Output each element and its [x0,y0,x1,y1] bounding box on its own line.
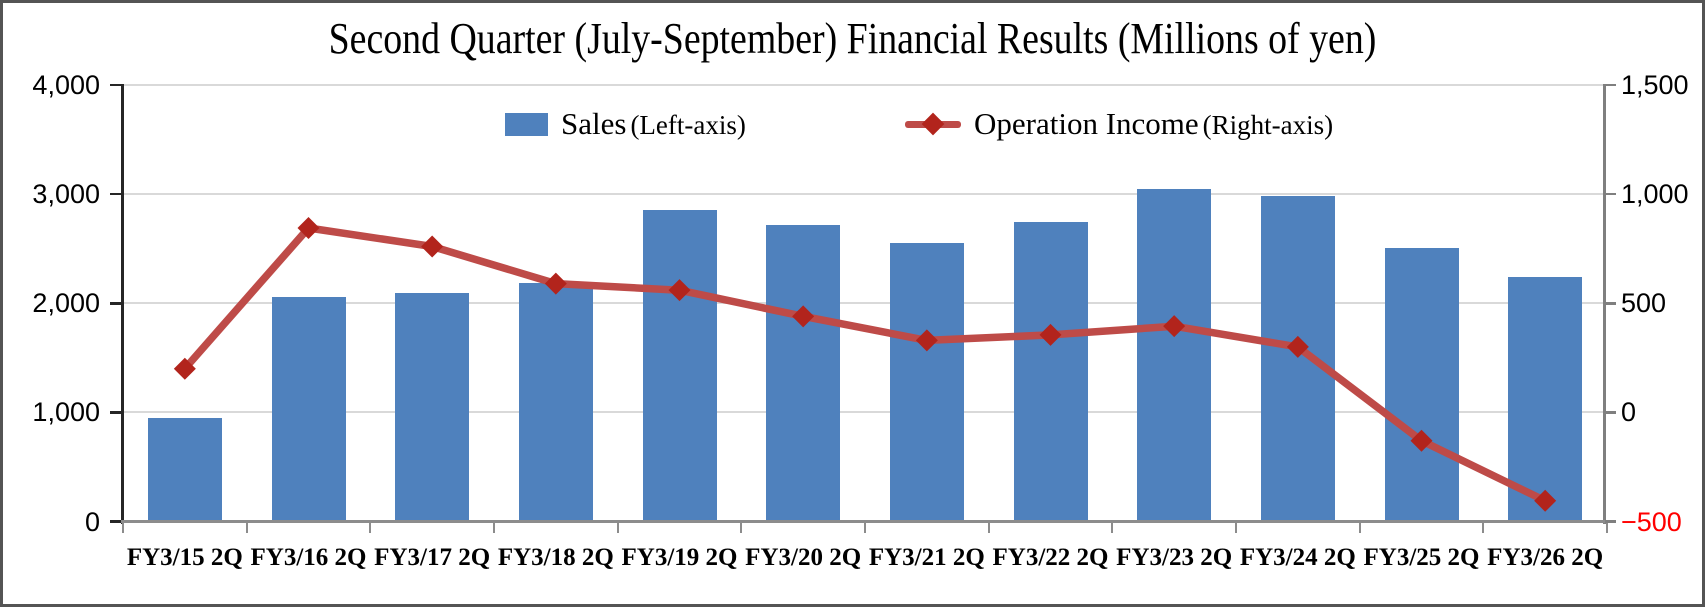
sales-bar [766,225,841,522]
category-boundary-tick [616,523,619,533]
x-axis-category-label: FY3/26 2Q [1487,544,1604,571]
sales-bar [642,210,717,522]
right-axis-tick [1605,411,1616,414]
right-axis-tick-label: 1,500 [1621,70,1689,100]
left-axis-tick-label: 1,000 [32,397,100,428]
category-boundary-tick [1482,523,1485,533]
category-boundary-tick [864,523,866,533]
legend-entry-sales: Sales (Left-axis) [505,101,746,147]
right-axis-tick-label: 500 [1621,288,1667,319]
sales-legend-name: Sales [561,106,627,141]
left-axis-tick [110,83,121,87]
sales-bar [518,283,593,522]
category-boundary-tick [1606,523,1608,533]
x-axis-category-label: FY3/17 2Q [374,544,491,571]
left-axis-tick [110,520,121,523]
x-axis-line [111,520,1613,523]
left-axis-tick [110,302,121,305]
right-axis-tick-label: −500 [1621,506,1682,537]
category-boundary-tick [1111,523,1114,533]
category-boundary-tick [369,523,372,533]
operation-income-marker [297,216,320,239]
operation-income-line [181,224,1549,505]
right-axis-tick [1605,83,1616,87]
left-axis-tick-label: 0 [84,506,100,537]
legend-entry-operation-income: Operation Income (Right-axis) [905,101,1333,147]
left-axis-line [121,84,124,524]
right-axis-line [1603,84,1606,524]
x-axis-category-label: FY3/21 2Q [868,544,985,571]
x-axis-category-label: FY3/15 2Q [126,544,243,571]
operation-income-marker [173,357,196,380]
sales-bar [1260,196,1335,522]
legend-diamond-icon [921,112,945,136]
sales-bar [1508,277,1583,522]
right-axis-tick-label: 1,000 [1621,179,1689,210]
category-boundary-tick [122,523,124,533]
x-axis-category-label: FY3/20 2Q [745,544,862,571]
sales-bar [395,293,470,522]
left-axis-tick-label: 4,000 [32,70,100,100]
operation-income-legend-label: Operation Income (Right-axis) [974,106,1333,142]
sales-legend-label: Sales (Left-axis) [561,106,746,142]
category-boundary-tick [493,523,495,533]
x-axis-category-label: FY3/16 2Q [250,544,367,571]
category-boundary-tick [245,523,248,533]
operation-income-legend-name: Operation Income [974,106,1199,141]
sales-bar [271,296,346,522]
category-boundary-tick [740,523,743,533]
right-axis-tick [1605,302,1616,305]
sales-bar [889,242,964,522]
operation-income-marker [421,235,444,258]
x-axis-category-label: FY3/18 2Q [497,544,614,571]
x-axis-category-label: FY3/25 2Q [1363,544,1480,571]
gridline [123,193,1607,196]
chart-title: Second Quarter (July-September) Financia… [328,14,1377,63]
sales-bar [1013,221,1088,522]
category-boundary-tick [1235,523,1237,533]
left-axis-tick [110,411,121,414]
category-boundary-tick [987,523,990,533]
x-axis-category-label: FY3/23 2Q [1116,544,1233,571]
sales-bar [1384,248,1459,522]
sales-bar [1137,188,1212,522]
category-boundary-tick [1358,523,1361,533]
right-axis-tick [1605,192,1616,196]
operation-income-legend-axis-note: (Right-axis) [1202,110,1334,140]
sales-bar [147,417,222,522]
left-axis-tick-label: 3,000 [32,179,100,210]
right-axis-tick [1605,520,1616,523]
x-axis-category-label: FY3/19 2Q [621,544,738,571]
x-axis-category-label: FY3/22 2Q [992,544,1109,571]
gridline [123,84,1607,86]
operation-income-legend-swatch [905,111,961,137]
sales-legend-axis-note: (Left-axis) [630,110,746,140]
left-axis-tick-label: 2,000 [32,288,100,319]
left-axis-tick [110,192,121,196]
sales-legend-swatch [505,112,548,136]
x-axis-category-label: FY3/24 2Q [1239,544,1356,571]
right-axis-tick-label: 0 [1621,397,1637,428]
